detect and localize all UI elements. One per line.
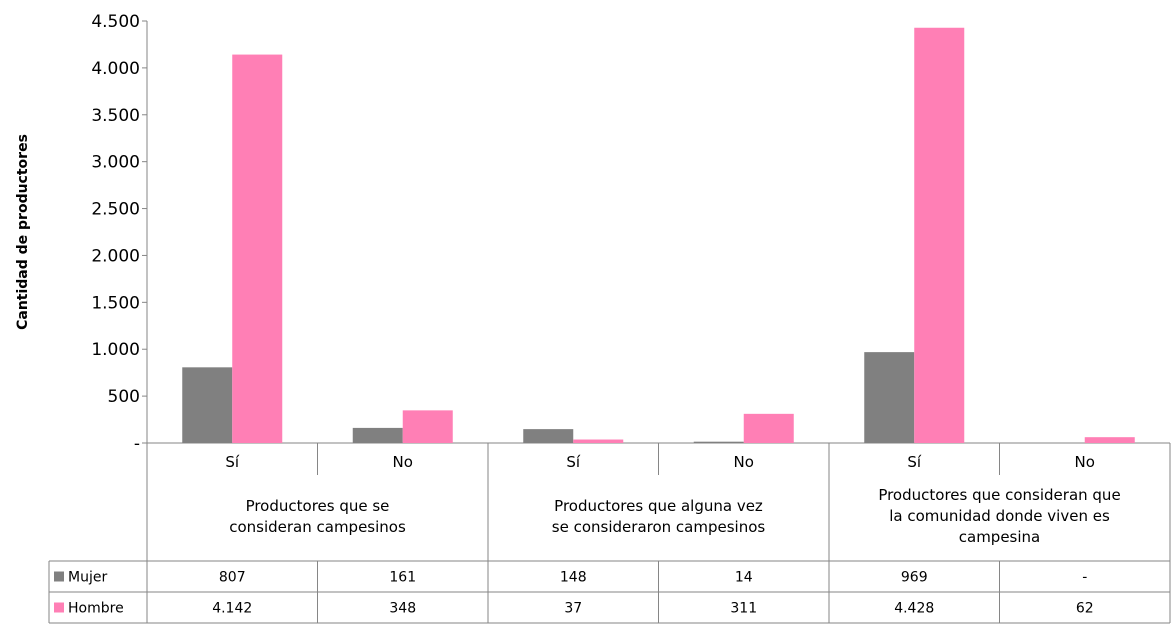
y-tick-label: 3.000 (91, 153, 140, 173)
y-tick-label: 1.500 (91, 293, 140, 313)
bar-hombre (232, 54, 283, 443)
data-table-value: 161 (389, 570, 416, 586)
bar-hombre (1084, 437, 1135, 443)
bar-mujer (693, 441, 744, 443)
y-tick-label: 2.500 (91, 200, 140, 220)
data-table-value: 348 (389, 601, 416, 617)
data-table-value: 807 (219, 570, 246, 586)
legend-key-hombre (54, 602, 64, 613)
x-group-label: Productores que se (246, 497, 390, 515)
data-table-value: 37 (564, 601, 582, 617)
y-tick-label: 500 (108, 387, 140, 407)
bar-mujer (864, 352, 915, 443)
x-group-label: Productores que consideran que (878, 486, 1120, 504)
x-category-label: No (734, 453, 754, 471)
data-table-value: 4.428 (894, 601, 934, 617)
data-table-value: 14 (735, 570, 753, 586)
y-tick-label: 4.000 (91, 59, 140, 79)
y-tick-label: 1.000 (91, 340, 140, 360)
y-tick-label: 3.500 (91, 106, 140, 126)
data-table-value: 969 (901, 570, 928, 586)
bar-hombre (573, 439, 624, 443)
y-tick-label: - (134, 434, 140, 454)
bar-hombre (402, 410, 453, 443)
x-category-label: Sí (566, 453, 581, 471)
data-table-value: 62 (1076, 601, 1094, 617)
x-group-label: la comunidad donde viven es (889, 507, 1110, 525)
x-group-label: campesina (959, 528, 1040, 546)
x-category-label: Sí (907, 453, 922, 471)
x-group-label: consideran campesinos (229, 518, 406, 536)
bar-mujer (523, 429, 574, 443)
bar-mujer (352, 427, 403, 443)
x-group-label: se consideraron campesinos (552, 518, 766, 536)
x-group-label: Productores que alguna vez (554, 497, 763, 515)
x-category-label: No (393, 453, 413, 471)
data-table-value: - (1082, 570, 1087, 586)
x-category-label: Sí (225, 453, 240, 471)
y-axis-title: Cantidad de productores (15, 134, 31, 330)
y-tick-label: 2.000 (91, 246, 140, 266)
legend-key-mujer (54, 571, 64, 582)
bar-hombre (914, 27, 965, 443)
bar-mujer (182, 367, 233, 443)
bar-hombre (743, 413, 794, 443)
x-category-label: No (1075, 453, 1095, 471)
data-table-value: 148 (560, 570, 587, 586)
data-table-value: 311 (730, 601, 757, 617)
y-tick-label: 4.500 (91, 12, 140, 32)
legend-label-hombre: Hombre (68, 601, 124, 617)
data-table-value: 4.142 (212, 601, 252, 617)
legend-label-mujer: Mujer (68, 570, 107, 586)
